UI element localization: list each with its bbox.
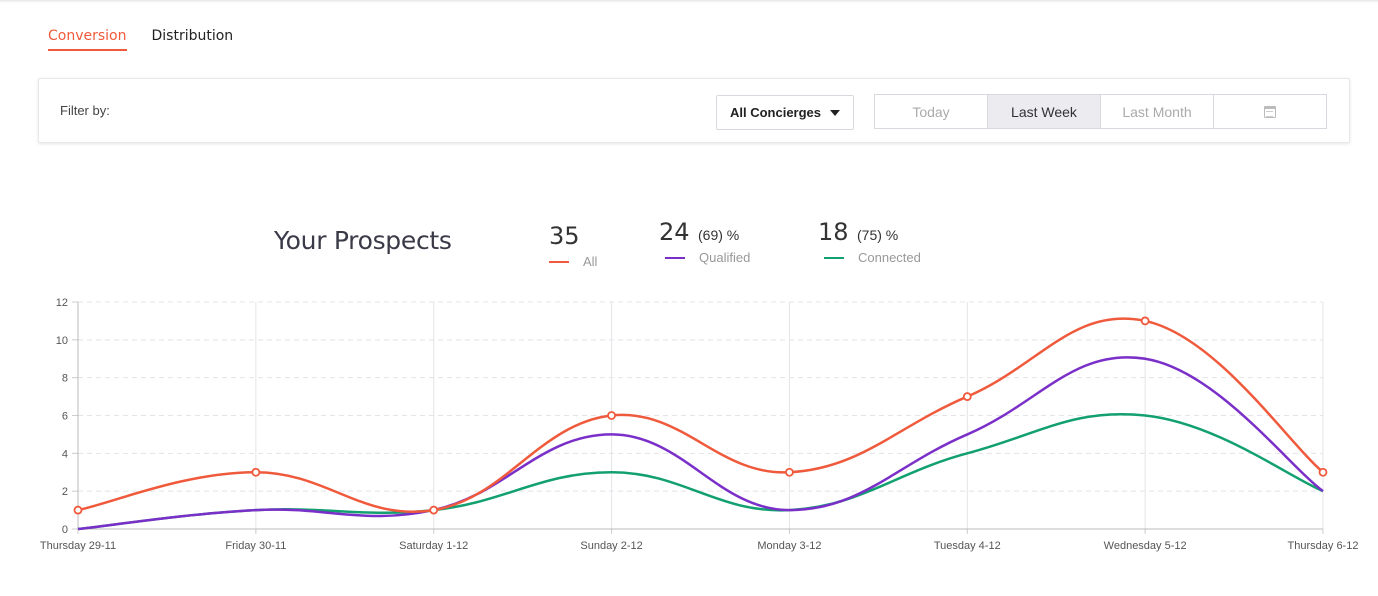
y-tick-label: 4 xyxy=(62,448,68,460)
filter-bar: Filter by: All Concierges Today Last Wee… xyxy=(38,78,1350,143)
concierge-select-value: All Concierges xyxy=(729,105,822,120)
legend-connected-swatch xyxy=(824,256,844,259)
legend-qualified-label: Qualified xyxy=(699,250,751,265)
x-tick-label: Thursday 29-11 xyxy=(40,540,116,552)
stat-qualified: 24 (69) % Qualified xyxy=(659,218,750,265)
y-tick-label: 8 xyxy=(62,373,68,385)
y-tick-label: 6 xyxy=(62,411,68,423)
stat-connected-count: 18 xyxy=(818,218,849,246)
concierge-select[interactable]: All Concierges xyxy=(716,95,854,130)
stat-qualified-percent: (69) % xyxy=(698,227,740,243)
date-picker-button[interactable] xyxy=(1213,94,1327,129)
y-tick-label: 10 xyxy=(56,335,68,347)
y-tick-label: 0 xyxy=(62,524,68,536)
data-point-all xyxy=(962,392,972,401)
tab-bar: Conversion Distribution xyxy=(48,28,233,51)
stat-all-count: 35 xyxy=(549,222,580,250)
x-tick-label: Saturday 1-12 xyxy=(399,540,468,552)
x-tick-label: Wednesday 5-12 xyxy=(1104,540,1187,552)
date-range-group: Today Last Week Last Month xyxy=(874,94,1327,129)
filter-label: Filter by: xyxy=(60,103,110,118)
x-tick-label: Friday 30-11 xyxy=(225,540,286,552)
calendar-icon xyxy=(1264,105,1276,118)
legend-qualified-swatch xyxy=(665,256,685,259)
range-last-month-button[interactable]: Last Month xyxy=(1100,94,1214,129)
series-line-qualified xyxy=(77,356,1324,531)
x-tick-label: Tuesday 4-12 xyxy=(934,540,1001,552)
stat-qualified-count: 24 xyxy=(659,218,690,246)
y-tick-label: 2 xyxy=(62,486,68,498)
range-last-week-button[interactable]: Last Week xyxy=(987,94,1101,129)
range-today-button[interactable]: Today xyxy=(874,94,988,129)
data-point-all xyxy=(429,505,439,515)
stat-connected: 18 (75) % Connected xyxy=(818,218,921,265)
tab-conversion[interactable]: Conversion xyxy=(48,28,127,51)
legend-all-swatch xyxy=(549,260,569,263)
data-point-all xyxy=(607,411,616,420)
top-shadow-line xyxy=(0,0,1378,3)
data-point-all xyxy=(785,467,794,477)
x-tick-label: Monday 3-12 xyxy=(757,540,821,552)
tab-distribution[interactable]: Distribution xyxy=(151,28,234,44)
data-point-all xyxy=(1318,467,1328,477)
data-point-all xyxy=(251,467,261,477)
legend-all-label: All xyxy=(583,254,598,269)
prospects-title: Your Prospects xyxy=(274,226,452,255)
stat-all: 35 All xyxy=(549,222,597,269)
data-point-all xyxy=(73,505,83,515)
y-tick-label: 12 xyxy=(56,297,68,309)
series-line-all xyxy=(77,317,1324,513)
x-tick-label: Sunday 2-12 xyxy=(580,540,642,552)
caret-down-icon xyxy=(830,109,841,116)
data-point-all xyxy=(1140,316,1150,326)
x-tick-label: Thursday 6-12 xyxy=(1288,540,1359,552)
prospects-line-chart: 0 2 4 6 8 10 12 Thursday 29-11 Friday 30-11 Satur… xyxy=(40,297,1359,552)
stat-connected-percent: (75) % xyxy=(857,227,899,243)
legend-connected-label: Connected xyxy=(858,250,921,265)
